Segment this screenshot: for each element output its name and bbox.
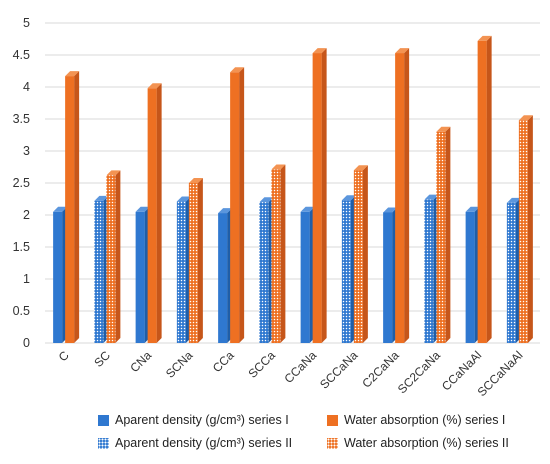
bar bbox=[436, 126, 451, 343]
x-tick-label: SCCa bbox=[245, 348, 278, 381]
legend-item-absorption-series-1: Water absorption (%) series I bbox=[327, 413, 505, 427]
bar bbox=[518, 115, 533, 343]
legend-label: Water absorption (%) series I bbox=[344, 413, 506, 427]
bar bbox=[188, 178, 203, 343]
y-axis-tick-labels: 0 0.5 1 1.5 2 2.5 3 3.5 4 4.5 5 bbox=[13, 16, 30, 350]
legend-item-density-series-1: Aparent density (g/cm³) series I bbox=[98, 413, 289, 427]
x-tick-label: CCaNa bbox=[282, 348, 320, 386]
bar bbox=[312, 48, 327, 344]
y-tick-label: 4 bbox=[23, 80, 30, 94]
bar bbox=[259, 197, 274, 343]
legend-swatch bbox=[327, 437, 338, 449]
bar bbox=[218, 208, 233, 343]
legend-item-density-series-2: Aparent density (g/cm³) series II bbox=[98, 436, 292, 450]
x-tick-label: SCCaNaAl bbox=[475, 348, 526, 399]
bar bbox=[135, 206, 150, 343]
legend-label: Aparent density (g/cm³) series I bbox=[115, 413, 289, 427]
x-tick-label: SCCaNa bbox=[317, 348, 361, 392]
bar bbox=[353, 165, 368, 343]
bar bbox=[383, 207, 398, 343]
bar bbox=[230, 67, 245, 343]
bar bbox=[465, 206, 480, 343]
y-tick-label: 1 bbox=[23, 272, 30, 286]
y-tick-label: 0 bbox=[23, 336, 30, 350]
y-tick-label: 3.5 bbox=[13, 112, 30, 126]
y-tick-label: 0.5 bbox=[13, 304, 30, 318]
bar bbox=[65, 71, 80, 344]
legend-swatch bbox=[98, 437, 109, 449]
bar bbox=[424, 194, 439, 343]
x-tick-label: SC2CaNa bbox=[395, 348, 443, 396]
bar bbox=[271, 164, 286, 343]
x-tick-label: C2CaNa bbox=[359, 348, 402, 391]
legend-label: Aparent density (g/cm³) series II bbox=[115, 436, 293, 450]
bar bbox=[53, 206, 68, 343]
y-tick-label: 5 bbox=[23, 16, 30, 30]
x-tick-label: SC bbox=[91, 348, 113, 370]
gridlines bbox=[45, 22, 540, 344]
y-tick-label: 3 bbox=[23, 144, 30, 158]
bars bbox=[53, 35, 533, 344]
x-axis-tick-labels: C SC CNa SCNa CCa SCCa CCaNaSCCaNaC2CaNaSC2CaN… bbox=[56, 348, 526, 399]
bar bbox=[506, 197, 521, 343]
bar bbox=[341, 195, 356, 343]
bar bbox=[94, 195, 109, 343]
x-tick-label: CCa bbox=[210, 348, 237, 375]
x-tick-label: SCNa bbox=[163, 348, 196, 381]
y-tick-label: 1.5 bbox=[13, 240, 30, 254]
legend-swatch bbox=[98, 414, 109, 426]
bar bbox=[395, 48, 410, 344]
bar bbox=[477, 35, 492, 344]
legend-swatch bbox=[327, 414, 338, 426]
bar bbox=[106, 170, 121, 343]
y-tick-label: 4.5 bbox=[13, 48, 30, 62]
legend-item-absorption-series-2: Water absorption (%) series II bbox=[327, 436, 509, 450]
x-tick-label: CNa bbox=[127, 348, 154, 375]
x-tick-label: C bbox=[56, 348, 72, 364]
y-tick-label: 2 bbox=[23, 208, 30, 222]
bar bbox=[147, 83, 162, 343]
legend: Aparent density (g/cm³) series I Water a… bbox=[0, 400, 550, 464]
bar bbox=[300, 206, 315, 343]
legend-label: Water absorption (%) series II bbox=[344, 436, 509, 450]
y-tick-label: 2.5 bbox=[13, 176, 30, 190]
bar bbox=[176, 196, 191, 343]
